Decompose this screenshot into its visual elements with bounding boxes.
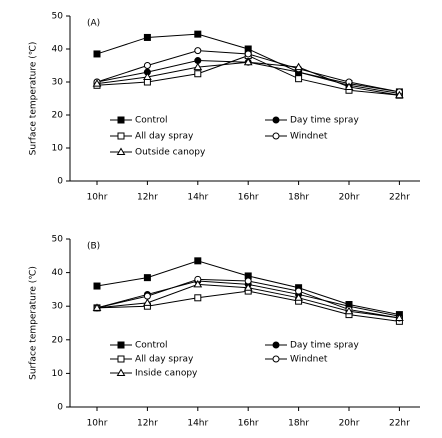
y-tick-label: 0 — [57, 177, 63, 187]
y-tick-label: 40 — [52, 45, 64, 55]
x-tick-label: 14hr — [187, 419, 208, 429]
panel-label: (A) — [87, 19, 100, 29]
x-tick-label: 20hr — [339, 193, 360, 203]
data-point — [93, 50, 101, 58]
data-point — [93, 282, 101, 290]
legend-label: Control — [135, 116, 168, 126]
legend-marker — [272, 132, 280, 140]
legend-label: Day time spray — [290, 341, 359, 351]
legend-marker — [117, 116, 125, 124]
legend-marker — [272, 355, 280, 363]
data-point — [295, 75, 303, 83]
data-point — [143, 72, 152, 81]
x-tick-label: 16hr — [238, 419, 259, 429]
data-point — [193, 62, 203, 71]
data-point — [194, 70, 202, 78]
x-tick-label: 22hr — [389, 419, 410, 429]
x-tick-label: 10hr — [87, 193, 108, 203]
data-point — [294, 293, 303, 301]
legend-label: Windnet — [290, 132, 328, 142]
data-point — [194, 257, 202, 265]
x-tick-label: 22hr — [389, 193, 410, 203]
legend-marker — [117, 355, 125, 363]
data-point — [143, 298, 152, 306]
data-point — [92, 303, 102, 311]
data-point — [294, 62, 303, 71]
legend-label: Windnet — [290, 355, 328, 365]
data-point — [194, 47, 202, 55]
legend-label: Outside canopy — [135, 148, 206, 158]
data-point — [143, 33, 151, 41]
y-tick-label: 10 — [52, 369, 64, 379]
panel-label: (B) — [87, 242, 100, 252]
legend-label: Control — [135, 341, 168, 351]
x-tick-label: 18hr — [288, 193, 309, 203]
data-point — [344, 306, 354, 315]
y-axis-label: Surface temperature (℃) — [29, 266, 39, 380]
legend-marker — [116, 368, 126, 376]
data-point — [244, 277, 252, 285]
legend-label: Day time spray — [290, 116, 359, 126]
data-point — [143, 62, 151, 69]
x-tick-label: 12hr — [137, 419, 158, 429]
x-tick-label: 20hr — [339, 419, 360, 429]
x-tick-label: 16hr — [238, 193, 259, 203]
legend-marker — [117, 132, 125, 140]
y-tick-label: 0 — [57, 403, 63, 413]
data-point — [194, 57, 202, 65]
data-point — [143, 274, 151, 282]
legend-marker — [272, 341, 280, 349]
x-tick-label: 18hr — [288, 419, 309, 429]
legend-label: All day spray — [135, 132, 194, 142]
data-point — [92, 79, 102, 87]
x-tick-label: 12hr — [137, 193, 158, 203]
y-tick-label: 50 — [52, 235, 64, 245]
legend-label: All day spray — [135, 355, 194, 365]
y-tick-label: 30 — [52, 302, 64, 312]
data-point — [395, 313, 404, 321]
legend-marker — [116, 147, 126, 155]
data-point — [243, 57, 253, 66]
legend-label: Inside canopy — [135, 369, 198, 379]
legend-marker — [272, 116, 280, 124]
data-point — [194, 30, 202, 38]
data-point — [395, 90, 404, 99]
y-axis-label: Surface temperature (℃) — [29, 42, 39, 156]
y-tick-label: 20 — [52, 335, 64, 345]
y-tick-label: 40 — [52, 268, 64, 278]
x-tick-label: 10hr — [87, 419, 108, 429]
data-point — [193, 279, 203, 288]
y-tick-label: 20 — [52, 111, 64, 121]
data-point — [244, 50, 252, 58]
y-tick-label: 30 — [52, 78, 64, 88]
data-point — [143, 292, 151, 300]
data-point — [295, 287, 303, 295]
data-point — [243, 283, 253, 291]
data-point — [344, 82, 354, 90]
legend-marker — [117, 341, 125, 349]
data-point — [194, 294, 202, 302]
y-tick-label: 50 — [52, 12, 64, 22]
y-tick-label: 10 — [52, 144, 64, 154]
x-tick-label: 14hr — [187, 193, 208, 203]
